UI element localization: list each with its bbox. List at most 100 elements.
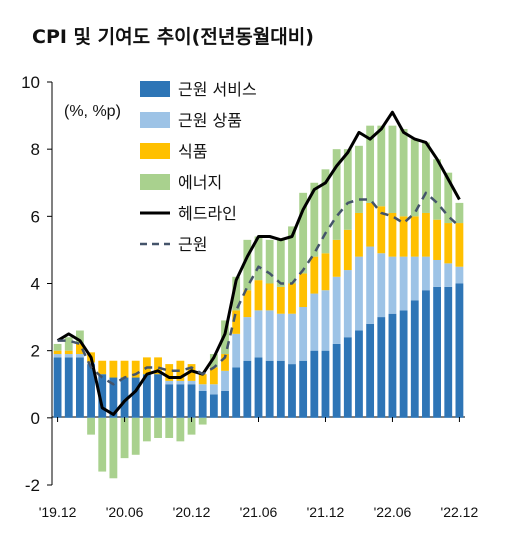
core-goods-bar [176,380,185,385]
legend-label: 근원 서비스 [178,80,257,99]
core-services-bar [176,384,185,418]
y-tick-label: 8 [31,140,40,159]
core-goods-bar [366,246,375,324]
food-bar [154,357,162,375]
core-goods-bar [243,317,252,361]
core-goods-bar [343,270,352,338]
food-bar [265,283,274,311]
energy-bar [131,417,140,455]
core-services-bar [355,330,363,418]
food-bar [221,354,229,371]
food-bar [399,216,408,257]
food-bar [254,280,263,311]
y-tick-label: -2 [25,476,40,495]
bar-series [53,125,464,479]
core-goods-bar [254,310,263,358]
food-bar [299,273,308,308]
core-goods-bar [75,354,84,358]
core-goods-bar [444,263,453,287]
food-bar [243,290,252,318]
energy-bar [422,142,430,213]
headline-line [56,110,461,416]
energy-bar [165,417,174,438]
core-goods-bar [198,384,207,391]
core-goods-bar [299,307,308,361]
core-goods-bar [221,370,229,391]
food-bar [176,360,185,381]
core-goods-bar [288,313,296,365]
x-tick-label: '22.06 [374,504,412,520]
core-goods-bar [388,256,397,314]
food-bar [366,202,375,247]
core-services-bar [109,377,118,418]
core-services-bar [120,377,129,418]
line-series [56,110,461,416]
energy-bar [276,239,285,287]
core-services-bar [377,317,386,418]
core-services-bar [98,374,107,418]
legend-swatch [140,112,170,128]
y-tick-label: 4 [31,275,40,294]
food-bar [232,310,241,334]
core-services-bar [53,357,62,418]
food-bar [310,256,319,294]
core-goods-bar [377,253,386,318]
core-services-bar [254,357,263,418]
core-services-bar [87,364,95,418]
food-bar [142,357,151,375]
core-goods-bar [265,310,274,361]
y-tick-label: 2 [31,342,40,361]
core-services-bar [410,300,419,418]
legend-label: 근원 상품 [178,111,242,130]
core-goods-bar [321,290,330,351]
energy-bar [455,202,464,224]
y-tick-label: 0 [31,409,40,428]
energy-bar [310,182,319,257]
food-bar [165,364,174,381]
core-goods-bar [276,313,285,361]
core-services-bar [187,384,196,418]
core-goods-bar [64,354,73,358]
legend-label: 식품 [178,142,207,161]
core-services-bar [265,360,274,418]
core-services-bar [388,313,397,418]
core-goods-bar [399,256,408,311]
core-goods-bar [433,259,442,287]
food-bar [64,350,73,355]
energy-bar [75,330,84,344]
core-goods-bar [410,256,419,301]
core-goods-bar [355,256,363,331]
core-goods-bar [53,354,62,358]
food-bar [53,350,62,355]
x-tick-label: '20.06 [106,504,144,520]
legend-swatch [140,174,170,190]
core-goods-bar [332,276,341,344]
core-services-bar [142,374,151,418]
x-axis-ticks: '19.12 '20.06 '20.12 '21.06 '21.12 '22.06 '22.… [39,417,478,520]
energy-bar [98,417,107,472]
core-services-bar [433,286,442,418]
core-line [57,191,461,386]
core-services-bar [299,360,308,418]
legend-label: 근원 [178,235,207,254]
x-tick-label: '20.12 [173,504,211,520]
core-goods-bar [187,380,196,385]
energy-bar [332,149,341,240]
energy-bar [343,149,352,230]
energy-bar [366,125,375,203]
core-services-bar [209,394,218,418]
x-tick-label: '21.12 [307,504,345,520]
food-bar [198,374,207,385]
y-axis-ticks: -2 0 2 4 6 8 10 [21,73,52,495]
core-services-bar [399,310,408,418]
food-bar [388,212,397,257]
core-services-bar [444,286,453,418]
core-goods-bar [455,266,464,284]
core-services-bar [288,364,296,418]
food-bar [433,219,442,260]
food-bar [288,283,296,314]
food-bar [410,216,419,257]
core-goods-bar [422,256,430,291]
